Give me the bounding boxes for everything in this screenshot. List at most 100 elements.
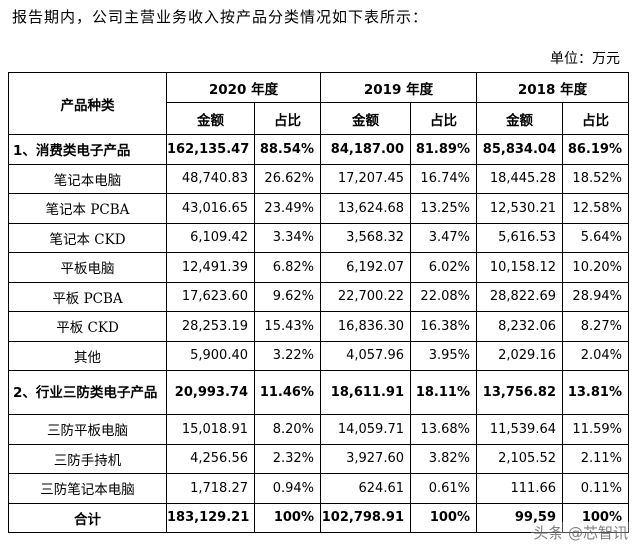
cell-amount-2020: 43,016.65	[166, 193, 255, 224]
cell-amount-2018: 2,029.16	[476, 340, 563, 371]
cell-amount-2020: 6,109.42	[166, 222, 255, 253]
row-label: 笔记本 PCBA	[8, 193, 167, 224]
product-revenue-table: 产品种类 2020 年度 2019 年度 2018 年度 金额 占比 金额 占比…	[8, 72, 629, 533]
cell-ratio-2018: 18.52%	[562, 163, 629, 194]
cell-amount-2018: 28,822.69	[476, 281, 563, 312]
cell-ratio-2019: 3.95%	[410, 340, 477, 371]
cell-ratio-2019: 13.68%	[410, 414, 477, 445]
table-row: 平板 PCBA 17,623.60 9.62% 22,700.22 22.08%…	[8, 281, 629, 312]
cell-ratio-2018: 2.04%	[562, 340, 629, 371]
cell-amount-2018: 12,530.21	[476, 193, 563, 224]
cell-amount-2020: 183,129.21	[166, 502, 255, 533]
cell-ratio-2019: 6.02%	[410, 252, 477, 283]
cell-ratio-2018: 8.27%	[562, 311, 629, 342]
table-row: 2、行业三防类电子产品 20,993.74 11.46% 18,611.91 1…	[8, 370, 629, 415]
cell-amount-2018: 8,232.06	[476, 311, 563, 342]
cell-ratio-2020: 6.82%	[254, 252, 321, 283]
cell-amount-2019: 84,187.00	[320, 134, 411, 165]
cell-ratio-2020: 0.94%	[254, 473, 321, 504]
cell-ratio-2019: 13.25%	[410, 193, 477, 224]
table-row: 1、消费类电子产品 162,135.47 88.54% 84,187.00 81…	[8, 134, 629, 165]
cell-ratio-2018: 5.64%	[562, 222, 629, 253]
cell-amount-2019: 18,611.91	[320, 370, 411, 415]
cell-ratio-2020: 3.22%	[254, 340, 321, 371]
cell-ratio-2020: 26.62%	[254, 163, 321, 194]
table-row-total: 合计 183,129.21 100% 102,798.91 100% 99,59…	[8, 502, 629, 533]
header-amount-2018: 金额	[476, 102, 563, 135]
cell-ratio-2020: 9.62%	[254, 281, 321, 312]
cell-amount-2019: 3,568.32	[320, 222, 411, 253]
row-label: 笔记本电脑	[8, 163, 167, 194]
cell-ratio-2020: 23.49%	[254, 193, 321, 224]
cell-amount-2020: 12,491.39	[166, 252, 255, 283]
header-2019: 2019 年度	[320, 72, 477, 103]
cell-ratio-2019: 0.61%	[410, 473, 477, 504]
table-row: 三防手持机 4,256.56 2.32% 3,927.60 3.82% 2,10…	[8, 443, 629, 474]
row-label: 笔记本 CKD	[8, 222, 167, 253]
header-ratio-2020: 占比	[254, 102, 321, 135]
header-ratio-2019: 占比	[410, 102, 477, 135]
cell-amount-2018: 2,105.52	[476, 443, 563, 474]
cell-ratio-2020: 8.20%	[254, 414, 321, 445]
cell-amount-2020: 15,018.91	[166, 414, 255, 445]
cell-amount-2018: 5,616.53	[476, 222, 563, 253]
unit-label: 单位：万元	[550, 51, 620, 67]
cell-amount-2019: 3,927.60	[320, 443, 411, 474]
row-label: 合计	[8, 502, 167, 533]
row-label: 1、消费类电子产品	[8, 134, 167, 165]
cell-amount-2019: 102,798.91	[320, 502, 411, 533]
cell-ratio-2019: 3.82%	[410, 443, 477, 474]
cell-amount-2019: 22,700.22	[320, 281, 411, 312]
header-amount-2019: 金额	[320, 102, 411, 135]
table-row: 平板 CKD 28,253.19 15.43% 16,836.30 16.38%…	[8, 311, 629, 342]
cell-ratio-2018: 86.19%	[562, 134, 629, 165]
cell-ratio-2020: 3.34%	[254, 222, 321, 253]
cell-amount-2018: 10,158.12	[476, 252, 563, 283]
cell-ratio-2018: 100%	[562, 502, 629, 533]
table-row: 三防笔记本电脑 1,718.27 0.94% 624.61 0.61% 111.…	[8, 473, 629, 504]
cell-amount-2019: 624.61	[320, 473, 411, 504]
row-label: 平板 PCBA	[8, 281, 167, 312]
row-label: 三防平板电脑	[8, 414, 167, 445]
intro-text: 报告期内，公司主营业务收入按产品分类情况如下表所示：	[12, 8, 429, 26]
row-label: 平板电脑	[8, 252, 167, 283]
cell-amount-2018: 13,756.82	[476, 370, 563, 415]
cell-amount-2019: 6,192.07	[320, 252, 411, 283]
cell-amount-2019: 4,057.96	[320, 340, 411, 371]
cell-ratio-2020: 2.32%	[254, 443, 321, 474]
cell-amount-2020: 4,256.56	[166, 443, 255, 474]
cell-ratio-2019: 16.38%	[410, 311, 477, 342]
cell-amount-2020: 162,135.47	[166, 134, 255, 165]
cell-amount-2019: 13,624.68	[320, 193, 411, 224]
cell-ratio-2019: 18.11%	[410, 370, 477, 415]
header-2020: 2020 年度	[166, 72, 321, 103]
cell-ratio-2018: 12.58%	[562, 193, 629, 224]
cell-amount-2020: 5,900.40	[166, 340, 255, 371]
cell-ratio-2019: 22.08%	[410, 281, 477, 312]
cell-amount-2018: 11,539.64	[476, 414, 563, 445]
cell-amount-2020: 28,253.19	[166, 311, 255, 342]
row-label: 三防手持机	[8, 443, 167, 474]
cell-ratio-2020: 15.43%	[254, 311, 321, 342]
cell-ratio-2019: 81.89%	[410, 134, 477, 165]
cell-amount-2019: 14,059.71	[320, 414, 411, 445]
cell-amount-2019: 16,836.30	[320, 311, 411, 342]
table-row: 平板电脑 12,491.39 6.82% 6,192.07 6.02% 10,1…	[8, 252, 629, 283]
cell-ratio-2019: 16.74%	[410, 163, 477, 194]
cell-ratio-2018: 28.94%	[562, 281, 629, 312]
row-label: 平板 CKD	[8, 311, 167, 342]
header-ratio-2018: 占比	[562, 102, 629, 135]
watermark: 头条 @芯智讯	[531, 522, 630, 543]
cell-ratio-2019: 100%	[410, 502, 477, 533]
cell-ratio-2020: 11.46%	[254, 370, 321, 415]
cell-amount-2018: 18,445.28	[476, 163, 563, 194]
cell-ratio-2018: 10.20%	[562, 252, 629, 283]
row-label: 三防笔记本电脑	[8, 473, 167, 504]
cell-amount-2020: 17,623.60	[166, 281, 255, 312]
table-row: 其他 5,900.40 3.22% 4,057.96 3.95% 2,029.1…	[8, 340, 629, 371]
cell-ratio-2018: 11.59%	[562, 414, 629, 445]
table-row: 笔记本 CKD 6,109.42 3.34% 3,568.32 3.47% 5,…	[8, 222, 629, 253]
cell-amount-2020: 48,740.83	[166, 163, 255, 194]
cell-amount-2018: 111.66	[476, 473, 563, 504]
header-2018: 2018 年度	[476, 72, 629, 103]
